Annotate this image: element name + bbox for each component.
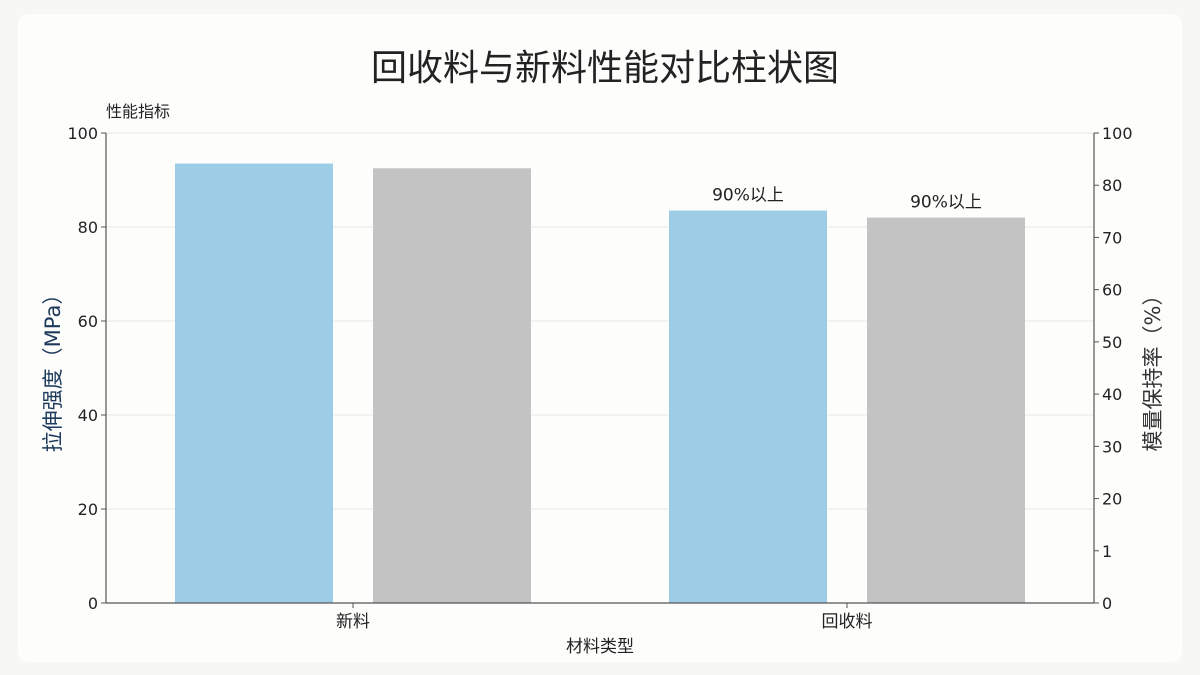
y2-tick-label: 1	[1102, 542, 1112, 561]
y-tick-label: 100	[67, 124, 98, 143]
y-tick-label: 20	[78, 500, 98, 519]
y2-tick-label: 60	[1102, 281, 1122, 300]
y2-tick-label: 100	[1102, 124, 1133, 143]
y2-tick-label: 40	[1102, 385, 1122, 404]
y2-tick-label: 50	[1102, 333, 1122, 352]
bar	[669, 210, 827, 604]
y2-tick-label: 80	[1102, 176, 1122, 195]
y2-tick-label: 0	[1102, 594, 1112, 613]
x-axis-label: 材料类型	[566, 637, 634, 657]
bar	[373, 168, 531, 603]
y-tick-label: 40	[78, 406, 98, 425]
corner-label: 性能指标	[106, 102, 170, 121]
bar-data-label: 90%以上	[910, 193, 982, 213]
bar-layer	[175, 163, 1025, 604]
y-tick-label: 60	[78, 312, 98, 331]
y-axis-label: 拉伸强度（MPa）	[41, 284, 65, 453]
x-tick-label: 新料	[336, 612, 370, 632]
y2-tick-label: 20	[1102, 490, 1122, 509]
label-layer: 90%以上 90%以上	[712, 186, 982, 213]
bar	[175, 163, 333, 604]
bar	[867, 217, 1025, 603]
x-tick-label: 回收料	[822, 612, 873, 632]
bar-data-label: 90%以上	[712, 186, 784, 206]
y2-axis-label: 模量保持率（%）	[1141, 285, 1165, 452]
y-tick-label: 80	[78, 218, 98, 237]
axis-layer	[105, 133, 1095, 604]
chart-title: 回收料与新料性能对比柱状图	[371, 48, 839, 89]
tick-layer: 0 20 40 60 80 100 0 1 20 30 40 50 60 70 80 100 新料 回收料	[67, 124, 1132, 632]
y-tick-label: 0	[88, 594, 98, 613]
y2-tick-label: 70	[1102, 228, 1122, 247]
y2-tick-label: 30	[1102, 437, 1122, 456]
